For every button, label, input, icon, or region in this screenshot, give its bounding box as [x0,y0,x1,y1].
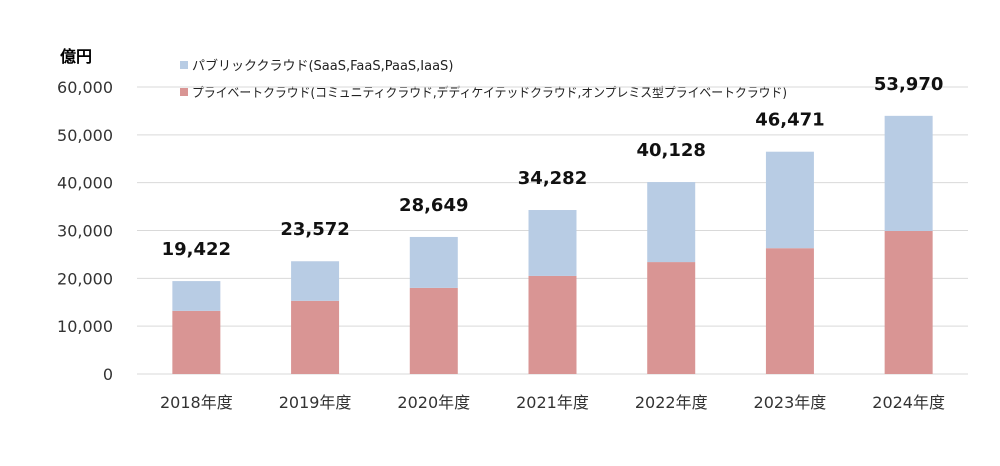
bar-private [291,300,340,374]
bar-public [884,115,933,231]
bar-public [765,151,814,249]
bar-private [528,275,577,374]
total-label: 19,422 [162,239,231,260]
bar-private [647,262,696,374]
y-tick-label: 60,000 [57,78,113,97]
bar-private [172,310,221,374]
x-tick-label: 2023年度 [754,393,827,412]
x-tick-label: 2020年度 [397,393,470,412]
x-tick-label: 2021年度 [516,393,589,412]
x-tick-label: 2024年度 [872,393,945,412]
y-tick-label: 50,000 [57,126,113,145]
bar-private [884,230,933,374]
bar-public [528,210,577,276]
legend-label-public: パブリッククラウド(SaaS,FaaS,PaaS,IaaS) [192,58,453,74]
y-tick-label: 40,000 [57,174,113,193]
total-label: 40,128 [636,140,705,161]
x-tick-label: 2022年度 [635,393,708,412]
y-tick-label: 30,000 [57,222,113,241]
total-label: 23,572 [280,219,349,240]
y-unit-label: 億円 [60,47,92,66]
legend: パブリッククラウド(SaaS,FaaS,PaaS,IaaS) プライベートクラウ… [180,58,787,101]
total-label: 46,471 [755,110,824,131]
total-label: 34,282 [518,168,587,189]
total-label: 28,649 [399,195,468,216]
bar-public [291,261,340,301]
x-tick-label: 2019年度 [279,393,352,412]
total-label: 53,970 [874,74,943,95]
bar-public [172,281,221,311]
bar-private [765,248,814,374]
y-tick-label: 0 [103,365,113,384]
bar-public [409,236,458,288]
y-tick-label: 10,000 [57,317,113,336]
bar-private [409,287,458,374]
legend-swatch-public [180,61,188,69]
y-tick-label: 20,000 [57,269,113,288]
bar-public [647,182,696,263]
legend-label-private: プライベートクラウド(コミュニティクラウド,デディケイテッドクラウド,オンプレミ… [192,85,787,101]
x-tick-label: 2018年度 [160,393,233,412]
legend-swatch-private [180,88,188,96]
